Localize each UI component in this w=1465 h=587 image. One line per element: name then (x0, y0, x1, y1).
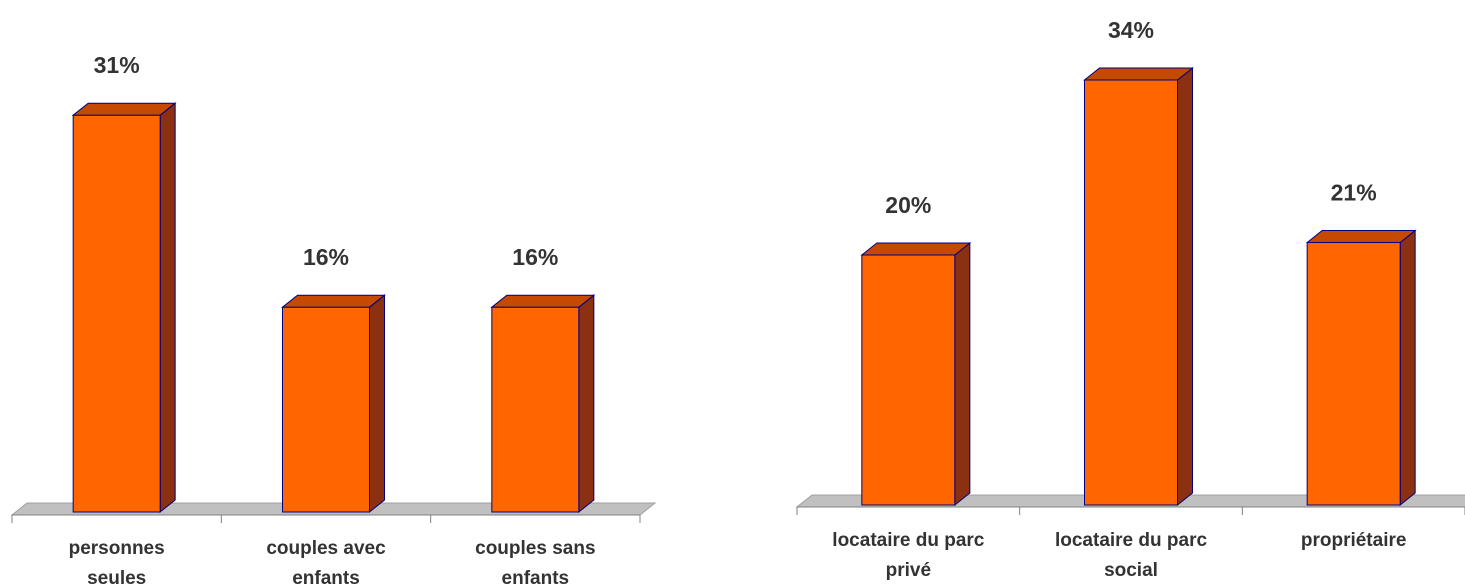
bar-top (281, 294, 386, 308)
bar-side (369, 294, 385, 514)
bar-front (1306, 242, 1401, 506)
x-tick-label: locataire du parc privé (832, 530, 985, 581)
bar (860, 241, 972, 507)
bar (71, 102, 177, 514)
bar-side (578, 294, 595, 514)
bar-top (860, 242, 972, 256)
bar (1083, 66, 1194, 507)
bar-top (490, 294, 596, 308)
bar (490, 294, 596, 514)
bar-top (1083, 67, 1194, 81)
x-tick-label: couples avec enfants (266, 538, 386, 587)
value-label: 34% (1108, 17, 1154, 43)
bar-side (1177, 66, 1193, 507)
bar-front (1084, 79, 1178, 506)
x-tick-label: couples sans enfants (475, 538, 596, 587)
bar (1305, 229, 1417, 507)
bar-side (159, 102, 176, 514)
value-label: 16% (303, 244, 349, 270)
bar-top (1305, 230, 1417, 243)
bar-front (861, 254, 956, 506)
x-tick-label: locataire du parc social (1054, 530, 1208, 581)
bar-front (282, 306, 370, 513)
x-tick-label: propriétaire (1300, 530, 1407, 551)
bar-side (954, 241, 971, 507)
value-label: 31% (94, 52, 140, 78)
bar-front (72, 114, 161, 513)
value-label: 21% (1331, 180, 1377, 206)
value-label: 20% (885, 192, 931, 218)
x-tick-label: personnes seules (68, 538, 165, 587)
bar-top (71, 102, 177, 116)
bar-front (491, 306, 580, 513)
bar-side (1399, 229, 1416, 507)
bar (281, 294, 386, 514)
value-label: 16% (512, 244, 558, 270)
